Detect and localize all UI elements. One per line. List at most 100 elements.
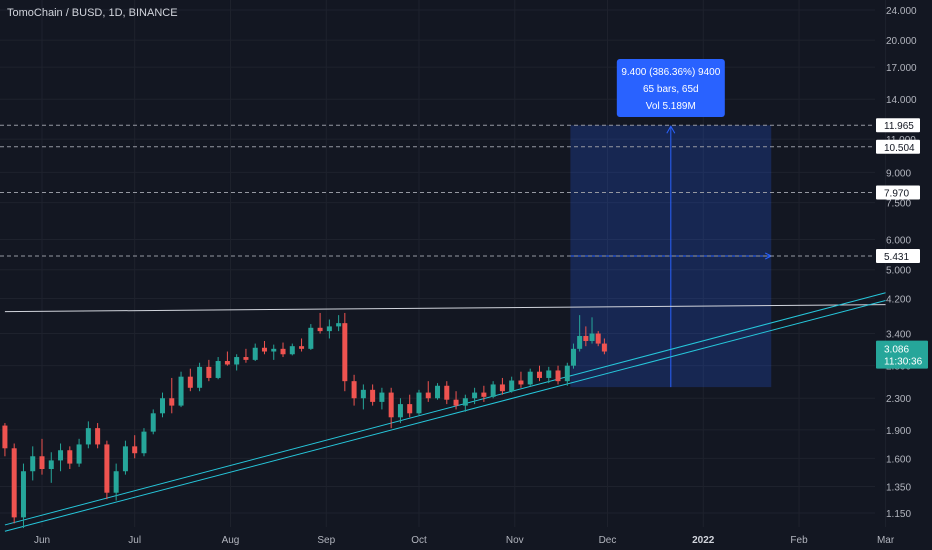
- candle-body: [360, 389, 366, 399]
- candle: [490, 381, 496, 399]
- candle: [472, 387, 478, 405]
- candle-body: [351, 381, 357, 399]
- candle: [252, 343, 258, 362]
- x-tick-label: 2022: [692, 535, 715, 546]
- candle: [360, 384, 366, 410]
- candle-body: [150, 413, 156, 432]
- candle: [595, 331, 601, 347]
- candle-body: [30, 456, 36, 472]
- candle-body: [509, 380, 515, 392]
- trend-lines[interactable]: [4, 292, 886, 532]
- candle: [271, 344, 277, 360]
- candle-body: [48, 460, 54, 470]
- measure-info-box-bg: [616, 59, 725, 117]
- price-level-label: 11.965: [884, 121, 914, 132]
- candle: [95, 423, 101, 449]
- candle: [122, 440, 128, 475]
- support-trend-line-2[interactable]: [4, 300, 886, 532]
- measure-info-line-2: 65 bars, 65d: [643, 84, 699, 95]
- candle-body: [317, 327, 323, 332]
- candle-body: [416, 392, 422, 414]
- candle-body: [564, 365, 570, 382]
- x-tick-label: Aug: [222, 535, 240, 546]
- y-tick-label: 20.000: [886, 36, 917, 47]
- y-tick-label: 2.300: [886, 394, 911, 405]
- candle-body: [595, 333, 601, 344]
- last-price-countdown: 11:30:36: [884, 357, 923, 368]
- last-price-label-box[interactable]: [876, 340, 928, 369]
- candle-body: [113, 471, 119, 493]
- candle-body: [289, 346, 295, 355]
- resistance-line[interactable]: [4, 304, 886, 313]
- candle-body: [425, 392, 431, 399]
- candle-body: [243, 357, 249, 360]
- candle: [444, 381, 450, 405]
- support-trend-line-1[interactable]: [4, 292, 886, 526]
- candle-body: [601, 343, 607, 352]
- x-tick-label: Mar: [877, 535, 895, 546]
- price-level-label-box[interactable]: [876, 249, 920, 264]
- candle: [30, 446, 36, 481]
- candle-body: [280, 348, 286, 355]
- time-axis[interactable]: Jun Jul Aug Sep Oct Nov Dec 2022 Feb Mar: [34, 535, 895, 546]
- x-tick-label: Dec: [599, 535, 617, 546]
- candle-body: [95, 428, 101, 445]
- candle-body: [132, 446, 138, 454]
- candle: [555, 365, 561, 385]
- candle: [397, 398, 403, 424]
- candle: [336, 315, 342, 332]
- candle-body: [104, 444, 110, 493]
- candle-body: [555, 370, 561, 382]
- y-tick-label: 24.000: [886, 6, 917, 17]
- price-level-label-box[interactable]: [876, 139, 920, 154]
- candle-body: [197, 366, 203, 388]
- candle-body: [252, 347, 258, 360]
- candle: [326, 319, 332, 339]
- candle: [58, 443, 64, 472]
- measure-tool[interactable]: [570, 125, 773, 388]
- candle: [351, 374, 357, 406]
- candle-body: [76, 444, 82, 464]
- candle-body: [85, 428, 91, 445]
- candle: [564, 362, 570, 386]
- candle: [577, 315, 583, 352]
- candle: [462, 394, 468, 412]
- candle-body: [583, 335, 589, 342]
- candle-body: [39, 456, 45, 470]
- candle: [48, 452, 54, 483]
- candle: [570, 343, 576, 369]
- price-level-lines[interactable]: [0, 124, 875, 257]
- candle-body: [472, 392, 478, 399]
- candle-body: [160, 398, 166, 414]
- candle: [234, 354, 240, 371]
- candle: [527, 368, 533, 386]
- price-level-label: 5.431: [884, 252, 909, 263]
- candle: [2, 423, 8, 457]
- candle-body: [67, 450, 73, 464]
- price-axis[interactable]: 24.00020.00017.00014.00011.0009.0007.500…: [876, 6, 928, 520]
- candle-body: [122, 446, 128, 472]
- measure-info-box: 9.400 (386.36%) 9400 65 bars, 65d Vol 5.18…: [616, 59, 725, 117]
- candle-body: [215, 361, 221, 378]
- candle: [197, 362, 203, 392]
- candle: [141, 428, 147, 457]
- candle-body: [224, 361, 230, 365]
- price-level-label-box[interactable]: [876, 118, 920, 133]
- y-tick-label: 7.500: [886, 199, 911, 210]
- candle-body: [527, 371, 533, 385]
- candle-body: [299, 346, 305, 349]
- measure-info-line-1: 9.400 (386.36%) 9400: [621, 67, 720, 78]
- price-level-label-box[interactable]: [876, 185, 920, 200]
- candle-body: [308, 327, 314, 349]
- candle: [435, 383, 441, 400]
- y-tick-label: 17.000: [886, 63, 917, 74]
- price-level-label: 7.970: [884, 189, 909, 200]
- candle-body: [462, 398, 468, 406]
- y-tick-label: 5.000: [886, 266, 911, 277]
- candle: [407, 394, 413, 418]
- candle: [379, 387, 385, 410]
- candle: [317, 312, 323, 334]
- candle-body: [536, 371, 542, 378]
- candle: [583, 326, 589, 347]
